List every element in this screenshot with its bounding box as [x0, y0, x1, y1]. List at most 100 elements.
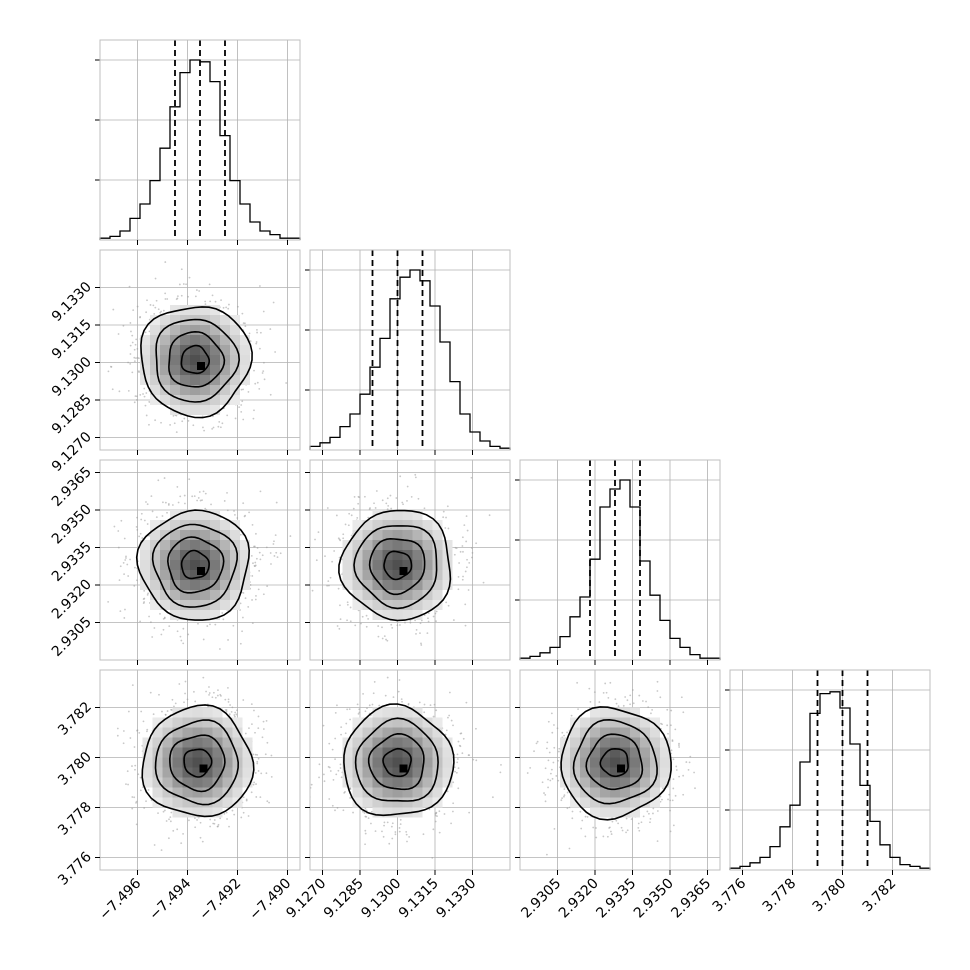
scatter-point — [344, 523, 347, 526]
density-cell — [432, 717, 443, 728]
scatter-point — [155, 299, 158, 302]
scatter-point — [162, 501, 164, 504]
scatter-point — [116, 727, 119, 730]
density-cell — [200, 510, 210, 520]
ytick-label-2-2: 2.9335 — [49, 539, 95, 585]
density-cell — [620, 737, 630, 748]
density-cell — [392, 807, 403, 818]
density-cell — [212, 747, 223, 758]
density-cell — [600, 717, 610, 728]
scatter-point — [252, 417, 255, 420]
density-cell — [230, 560, 240, 570]
scatter-point — [382, 835, 385, 838]
scatter-point — [629, 703, 632, 706]
density-cell — [230, 385, 240, 395]
density-cell — [362, 717, 373, 728]
contour-3-1-2 — [354, 717, 439, 802]
contour-2-1-2 — [353, 525, 438, 610]
scatter-point — [164, 714, 167, 716]
scatter-point — [142, 393, 144, 395]
density-peak — [399, 764, 408, 773]
scatter-point — [117, 546, 120, 549]
scatter-point — [435, 620, 437, 623]
density-cell — [590, 717, 600, 728]
density-cell — [222, 737, 233, 748]
density-cell — [202, 707, 213, 718]
density-cell — [152, 737, 163, 748]
scatter-point — [146, 299, 148, 302]
scatter-point — [131, 796, 134, 798]
scatter-point — [187, 633, 190, 636]
density-cell — [392, 510, 403, 520]
ytick-label-1-1: 9.1285 — [49, 392, 95, 438]
density-cell — [160, 580, 170, 590]
hist-panel-0 — [95, 39, 301, 241]
scatter-point — [232, 624, 235, 627]
scatter-point — [118, 579, 121, 582]
density-cell — [200, 530, 210, 540]
density-cell — [212, 807, 223, 818]
scatter-point — [164, 501, 167, 504]
density-cell — [412, 777, 423, 788]
scatter-point — [117, 530, 120, 532]
scatter-point — [631, 689, 634, 691]
scatter-point — [323, 780, 326, 783]
scatter-point — [274, 534, 277, 536]
scatter-point — [377, 635, 380, 638]
density-cell — [240, 375, 250, 385]
scatter-point — [571, 817, 574, 820]
scatter-point — [134, 395, 137, 398]
scatter-point — [367, 817, 370, 820]
density-cell — [190, 405, 200, 415]
scatter-point — [255, 796, 258, 798]
scatter-point — [444, 733, 447, 736]
scatter-point — [533, 750, 535, 753]
density-cell — [382, 757, 393, 768]
density-cell — [412, 580, 423, 590]
scatter-point — [682, 793, 685, 796]
density-cell — [352, 590, 363, 600]
density-cell — [352, 600, 363, 610]
scatter-point — [389, 494, 392, 497]
scatter-point — [669, 799, 672, 802]
scatter-point — [326, 584, 329, 587]
scatter-point — [161, 710, 163, 713]
density-cell — [630, 747, 640, 758]
scatter-point — [438, 810, 441, 813]
density-cell — [170, 385, 180, 395]
scatter-point — [455, 547, 458, 550]
scatter-point — [457, 740, 460, 743]
density-cell — [570, 777, 580, 788]
scatter-point — [173, 705, 175, 708]
density-cell — [150, 520, 160, 530]
density-cell — [230, 570, 240, 580]
density-cell — [600, 707, 610, 718]
scatter-point — [256, 331, 258, 334]
scatter-point — [399, 818, 402, 821]
scatter-point — [123, 537, 126, 540]
density-cell — [210, 385, 220, 395]
scatter-point — [610, 833, 613, 835]
density-cell — [220, 580, 230, 590]
density-cell — [210, 610, 220, 620]
scatter-point — [431, 856, 434, 859]
density-cell — [242, 737, 253, 748]
scatter-point — [201, 499, 203, 502]
density-cell — [240, 580, 250, 590]
scatter-point — [236, 305, 239, 308]
scatter-point — [452, 781, 455, 784]
density-cell — [180, 375, 190, 385]
scatter-point — [464, 624, 467, 627]
density-cell — [150, 540, 160, 550]
scatter-point — [265, 772, 268, 775]
scatter-point — [137, 773, 140, 776]
scatter-point — [432, 715, 435, 718]
density-cell — [222, 727, 233, 738]
contour-2-0-3 — [135, 509, 251, 621]
density-cell — [402, 737, 413, 748]
scatter-point — [146, 730, 148, 733]
scatter-point — [390, 825, 393, 828]
scatter-point — [328, 766, 331, 769]
density-cell — [192, 797, 203, 808]
density-peak — [399, 567, 408, 575]
